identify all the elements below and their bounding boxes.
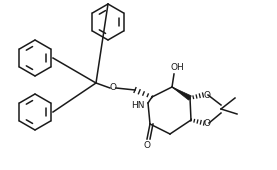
Polygon shape	[172, 87, 191, 100]
Text: OH: OH	[170, 64, 184, 72]
Text: O: O	[143, 140, 150, 149]
Text: O: O	[204, 118, 211, 128]
Text: O: O	[203, 90, 210, 99]
Text: O: O	[109, 83, 117, 92]
Text: HN: HN	[131, 100, 145, 109]
